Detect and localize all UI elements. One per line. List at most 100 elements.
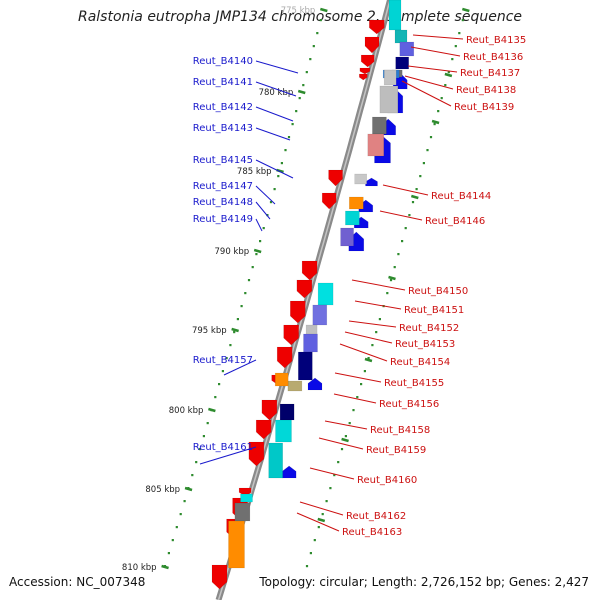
- scale-dot-inner: [291, 123, 294, 126]
- reverse-gene-arrow: [276, 346, 293, 369]
- scale-dot-inner: [202, 435, 205, 438]
- scale-dot-outer: [397, 253, 400, 256]
- scale-dot-inner: [247, 279, 251, 282]
- reverse-gene-label: Reut_B4138: [456, 85, 516, 96]
- gene-feature: [228, 520, 245, 569]
- scale-dot-inner: [229, 344, 232, 347]
- scale-dot-outer: [360, 383, 363, 386]
- reverse-gene-label: Reut_B4162: [346, 511, 406, 522]
- scale-dot-outer: [375, 331, 378, 334]
- reverse-gene-arrow: [289, 300, 306, 324]
- scale-dot-inner: [277, 175, 280, 178]
- reverse-gene-leader: [382, 184, 429, 196]
- scale-dot-outer: [337, 461, 340, 464]
- map-title: Ralstonia eutropha JMP134 chromosome 2, …: [77, 9, 522, 25]
- reverse-gene-label: Reut_B4146: [425, 216, 485, 227]
- scale-label: 785 kbp: [237, 167, 272, 177]
- scale-dot-inner: [240, 305, 243, 308]
- scale-dot-inner: [295, 110, 298, 113]
- scale-tick: [341, 437, 349, 443]
- scale-dot-inner: [312, 45, 315, 48]
- reverse-gene-label: Reut_B4153: [395, 339, 455, 350]
- gene-feature: [303, 333, 318, 353]
- scale-label: 795 kbp: [192, 326, 227, 336]
- gene-feature: [399, 41, 415, 57]
- scale-label: 780 kbp: [259, 88, 294, 98]
- gene-feature: [287, 380, 303, 392]
- forward-gene-leader: [255, 106, 294, 122]
- reverse-gene-arrow: [328, 169, 343, 187]
- reverse-gene-label: Reut_B4151: [404, 305, 464, 316]
- scale-dot-inner: [302, 84, 305, 87]
- scale-dot-outer: [325, 500, 328, 503]
- gene-feature: [297, 351, 313, 381]
- scale-dot-outer: [363, 370, 366, 373]
- reverse-gene-label: Reut_B4152: [399, 323, 459, 334]
- gene-feature: [274, 372, 289, 387]
- scale-dot-inner: [284, 149, 287, 152]
- gene-feature: [383, 69, 397, 86]
- forward-gene-label: Reut_B4145: [193, 155, 253, 166]
- scale-dot-outer: [426, 149, 429, 152]
- scale-dot-outer: [422, 162, 425, 165]
- gene-feature: [372, 116, 387, 135]
- gene-feature: [268, 442, 284, 479]
- gene-feature: [317, 282, 334, 306]
- forward-gene-arrow: [365, 177, 378, 187]
- reverse-gene-arrow: [261, 399, 278, 421]
- forward-gene-label: Reut_B4141: [193, 77, 253, 88]
- scale-dot-outer: [440, 97, 443, 100]
- gene-feature: [312, 304, 328, 326]
- reverse-gene-leader: [401, 80, 452, 107]
- scale-dot-inner: [259, 240, 262, 243]
- scale-tick: [410, 194, 419, 200]
- scale-tick: [208, 407, 216, 413]
- scale-tick: [461, 7, 470, 13]
- gene-feature: [354, 173, 368, 185]
- forward-gene-leader: [255, 81, 297, 97]
- reverse-gene-arrow: [358, 73, 368, 81]
- reverse-gene-arrow: [360, 54, 375, 68]
- scale-dot-inner: [273, 188, 276, 191]
- scale-dot-inner: [218, 383, 221, 386]
- gene-feature: [275, 419, 292, 443]
- reverse-gene-label: Reut_B4137: [460, 68, 520, 79]
- forward-gene-arrow: [281, 465, 297, 479]
- reverse-gene-leader: [351, 279, 406, 291]
- reverse-gene-arrow: [359, 67, 371, 75]
- scale-dot-outer: [393, 266, 396, 269]
- reverse-gene-label: Reut_B4156: [379, 399, 439, 410]
- reverse-gene-label: Reut_B4154: [390, 357, 450, 368]
- scale-dot-inner: [251, 266, 254, 269]
- gene-feature: [388, 0, 402, 31]
- forward-gene-label: Reut_B4140: [193, 56, 253, 67]
- reverse-gene-label: Reut_B4160: [357, 475, 417, 486]
- reverse-gene-label: Reut_B4139: [454, 102, 514, 113]
- scale-dot-outer: [411, 201, 415, 204]
- scale-dot-inner: [167, 552, 170, 555]
- scale-dot-outer: [333, 474, 336, 477]
- reverse-gene-leader: [407, 65, 458, 73]
- scale-dot-outer: [378, 318, 381, 321]
- scale-dot-outer: [444, 84, 447, 87]
- scale-dot-inner: [233, 331, 236, 334]
- scale-dot-outer: [451, 58, 454, 61]
- scale-tick: [444, 72, 453, 78]
- reverse-gene-leader: [354, 300, 402, 310]
- reverse-gene-arrow: [255, 419, 272, 440]
- scale-dot-outer: [461, 19, 464, 22]
- gene-feature: [279, 403, 295, 421]
- reverse-gene-arrow: [301, 260, 318, 281]
- scale-dot-inner: [206, 422, 209, 425]
- scale-dot-outer: [344, 435, 347, 438]
- gene-feature: [395, 56, 410, 70]
- scale-dot-outer: [340, 448, 344, 451]
- scale-dot-outer: [371, 344, 374, 347]
- scale-tick: [319, 7, 328, 13]
- scale-dot-inner: [225, 357, 228, 360]
- reverse-gene-arrow: [296, 279, 313, 299]
- scale-tick: [317, 517, 326, 523]
- scale-tick: [431, 119, 440, 125]
- scale-dot-inner: [262, 227, 265, 230]
